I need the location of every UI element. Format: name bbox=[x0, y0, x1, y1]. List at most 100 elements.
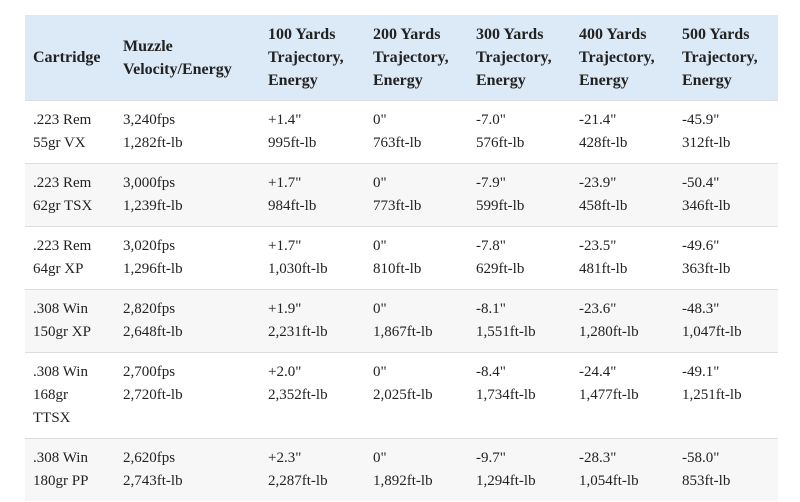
cell-line: 810ft-lb bbox=[373, 261, 422, 277]
table-cell: 0" 1,892ft-lb bbox=[365, 438, 468, 501]
cell-line: 0" bbox=[373, 238, 387, 254]
cell-line: 2,700fps bbox=[123, 364, 176, 380]
cell-line: -21.4" bbox=[579, 112, 617, 128]
cell-line: 0" bbox=[373, 112, 387, 128]
cell-line: TTSX bbox=[33, 410, 71, 426]
cell-line: 180gr PP bbox=[33, 473, 89, 489]
table-cell: 2,820fps 2,648ft-lb bbox=[115, 289, 260, 353]
table-cell: +2.0" 2,352ft-lb bbox=[260, 352, 365, 439]
header-cell: 500 Yards Trajectory, Energy bbox=[674, 15, 778, 101]
cell-line: .308 Win bbox=[33, 301, 88, 317]
cell-line: -49.1" bbox=[682, 364, 720, 380]
table-cell: -7.8" 629ft-lb bbox=[468, 226, 571, 290]
cell-line: -24.4" bbox=[579, 364, 617, 380]
table-cell: -58.0" 853ft-lb bbox=[674, 438, 778, 501]
cell-line: 1,030ft-lb bbox=[268, 261, 328, 277]
cell-line: .223 Rem bbox=[33, 238, 92, 254]
cell-line: 1,047ft-lb bbox=[682, 324, 742, 340]
cell-line: -7.0" bbox=[476, 112, 506, 128]
cell-line: 0" bbox=[373, 175, 387, 191]
cell-line: 1,867ft-lb bbox=[373, 324, 433, 340]
table-cell: 3,000fps 1,239ft-lb bbox=[115, 163, 260, 227]
cell-line: Muzzle bbox=[123, 37, 173, 55]
table-cell: -21.4" 428ft-lb bbox=[571, 100, 674, 164]
table-cell: .223 Rem 55gr VX bbox=[25, 100, 115, 164]
cell-line: 1,054ft-lb bbox=[579, 473, 639, 489]
table-cell: -9.7" 1,294ft-lb bbox=[468, 438, 571, 501]
table-cell: 0" 763ft-lb bbox=[365, 100, 468, 164]
cell-line: Energy bbox=[579, 72, 629, 89]
table-cell: .308 Win 168gr TTSX bbox=[25, 352, 115, 439]
table-cell: -45.9" 312ft-lb bbox=[674, 100, 778, 164]
cell-line: 55gr VX bbox=[33, 135, 86, 151]
table-cell: 2,620fps 2,743ft-lb bbox=[115, 438, 260, 501]
cell-line: 400 Yards bbox=[579, 26, 647, 43]
table-cell: 0" 773ft-lb bbox=[365, 163, 468, 227]
cell-line: -48.3" bbox=[682, 301, 720, 317]
cell-line: 3,240fps bbox=[123, 112, 176, 128]
cell-line: Trajectory, bbox=[373, 49, 449, 66]
cell-line: -45.9" bbox=[682, 112, 720, 128]
cell-line: 1,282ft-lb bbox=[123, 135, 183, 151]
cell-line: 500 Yards bbox=[682, 26, 750, 43]
cell-line: 773ft-lb bbox=[373, 198, 422, 214]
cell-line: 3,020fps bbox=[123, 238, 176, 254]
cell-line: 300 Yards bbox=[476, 26, 544, 43]
cell-line: Trajectory, bbox=[682, 49, 758, 66]
cell-line: 576ft-lb bbox=[476, 135, 525, 151]
cell-line: .308 Win bbox=[33, 450, 88, 466]
table-cell: +1.7" 984ft-lb bbox=[260, 163, 365, 227]
table-cell: 0" 810ft-lb bbox=[365, 226, 468, 290]
cell-line: Energy bbox=[476, 72, 526, 89]
table-cell: 0" 2,025ft-lb bbox=[365, 352, 468, 439]
cell-line: -23.6" bbox=[579, 301, 617, 317]
table-cell: +1.4" 995ft-lb bbox=[260, 100, 365, 164]
cell-line: 853ft-lb bbox=[682, 473, 731, 489]
cell-line: Trajectory, bbox=[476, 49, 552, 66]
cell-line: 2,648ft-lb bbox=[123, 324, 183, 340]
header-cell: 400 Yards Trajectory, Energy bbox=[571, 15, 674, 101]
table-cell: -49.1" 1,251ft-lb bbox=[674, 352, 778, 439]
cell-line: .223 Rem bbox=[33, 175, 92, 191]
cell-line: Trajectory, bbox=[268, 49, 344, 66]
header-cell: Muzzle Velocity/Energy bbox=[115, 15, 260, 101]
cell-line: 0" bbox=[373, 450, 387, 466]
cell-line: 2,620fps bbox=[123, 450, 176, 466]
table-cell: -23.6" 1,280ft-lb bbox=[571, 289, 674, 353]
table-cell: -8.1" 1,551ft-lb bbox=[468, 289, 571, 353]
header-cell: Cartridge bbox=[25, 15, 115, 101]
table-cell: -48.3" 1,047ft-lb bbox=[674, 289, 778, 353]
cell-line: 168gr bbox=[33, 387, 68, 403]
cell-line: -49.6" bbox=[682, 238, 720, 254]
table-cell: +2.3" 2,287ft-lb bbox=[260, 438, 365, 501]
table-cell: .308 Win 150gr XP bbox=[25, 289, 115, 353]
table-row: .308 Win 168gr TTSX 2,700fps 2,720ft-lb +2.0"… bbox=[25, 352, 778, 439]
ballistics-table: Cartridge Muzzle Velocity/Energy 100 Yards T… bbox=[25, 15, 778, 501]
cell-line: 363ft-lb bbox=[682, 261, 731, 277]
cell-line: -8.1" bbox=[476, 301, 506, 317]
cell-line: -23.5" bbox=[579, 238, 617, 254]
cell-line: .223 Rem bbox=[33, 112, 92, 128]
table-row: .308 Win 180gr PP 2,620fps 2,743ft-lb +2.3" 2… bbox=[25, 438, 778, 501]
cell-line: +1.7" bbox=[268, 238, 302, 254]
table-row: .223 Rem 64gr XP 3,020fps 1,296ft-lb +1.7" 1,… bbox=[25, 226, 778, 290]
header-cell: 300 Yards Trajectory, Energy bbox=[468, 15, 571, 101]
cell-line: 1,477ft-lb bbox=[579, 387, 639, 403]
table-cell: 2,700fps 2,720ft-lb bbox=[115, 352, 260, 439]
cell-line: 312ft-lb bbox=[682, 135, 731, 151]
cell-line: .308 Win bbox=[33, 364, 88, 380]
cell-line: +2.3" bbox=[268, 450, 302, 466]
cell-line: 1,296ft-lb bbox=[123, 261, 183, 277]
cell-line: +2.0" bbox=[268, 364, 302, 380]
table-cell: .223 Rem 62gr TSX bbox=[25, 163, 115, 227]
cell-line: +1.7" bbox=[268, 175, 302, 191]
cell-line: Cartridge bbox=[33, 49, 101, 66]
table-cell: -7.0" 576ft-lb bbox=[468, 100, 571, 164]
table-cell: 0" 1,867ft-lb bbox=[365, 289, 468, 353]
table-row: .223 Rem 62gr TSX 3,000fps 1,239ft-lb +1.7" 9… bbox=[25, 163, 778, 227]
table-cell: +1.7" 1,030ft-lb bbox=[260, 226, 365, 290]
cell-line: 2,025ft-lb bbox=[373, 387, 433, 403]
cell-line: 2,287ft-lb bbox=[268, 473, 328, 489]
table-cell: -50.4" 346ft-lb bbox=[674, 163, 778, 227]
